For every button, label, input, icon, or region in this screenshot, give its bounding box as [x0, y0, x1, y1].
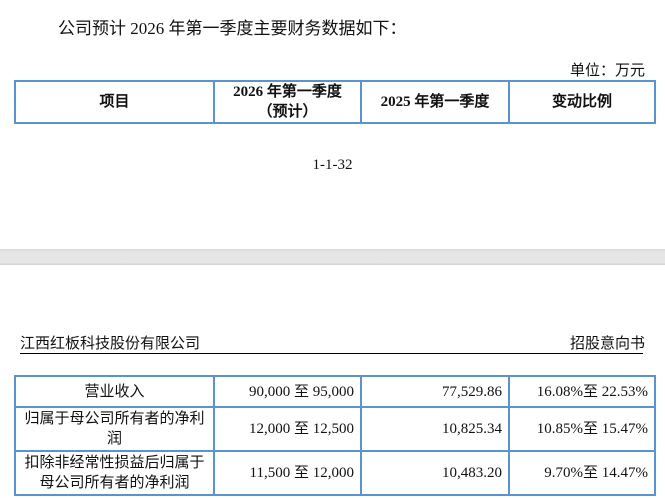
header-row: 项目 2026 年第一季度 （预计） 2025 年第一季度 变动比例: [14, 80, 656, 124]
header-forecast-line1: 2026 年第一季度: [233, 84, 342, 100]
intro-text: 公司预计 2026 年第一季度主要财务数据如下：: [58, 19, 407, 38]
unit-label: 单位：万元: [569, 63, 645, 79]
table-header: 项目 2026 年第一季度 （预计） 2025 年第一季度 变动比例: [14, 80, 656, 124]
row-forecast: 90,000 至 95,000: [213, 375, 362, 408]
header-rule: [20, 353, 643, 354]
row-prior: 77,529.86: [360, 375, 510, 408]
running-header-doctype: 招股意向书: [569, 336, 645, 352]
row-prior: 10,483.20: [360, 450, 510, 496]
financial-table: 营业收入 90,000 至 95,000 77,529.86 16.08%至 2…: [14, 375, 656, 496]
running-header-company: 江西红板科技股份有限公司: [20, 336, 201, 352]
row-change: 10.85%至 15.47%: [508, 406, 656, 452]
page-break: [0, 249, 665, 265]
row-forecast: 12,000 至 12,500: [213, 406, 362, 452]
table-row: 营业收入 90,000 至 95,000 77,529.86 16.08%至 2…: [14, 375, 656, 408]
header-forecast: 2026 年第一季度 （预计）: [213, 80, 362, 124]
header-change: 变动比例: [508, 80, 656, 124]
row-change: 16.08%至 22.53%: [508, 375, 656, 408]
row-item: 扣除非经常性损益后归属于母公司所有者的净利润: [14, 450, 215, 496]
header-prior: 2025 年第一季度: [360, 80, 510, 124]
row-change: 9.70%至 14.47%: [508, 450, 656, 496]
header-item: 项目: [14, 80, 215, 124]
row-forecast: 11,500 至 12,000: [213, 450, 362, 496]
page-number: 1-1-32: [312, 157, 353, 173]
table-row: 扣除非经常性损益后归属于母公司所有者的净利润 11,500 至 12,000 1…: [14, 450, 656, 496]
row-item: 归属于母公司所有者的净利润: [14, 406, 215, 452]
table-row: 归属于母公司所有者的净利润 12,000 至 12,500 10,825.34 …: [14, 406, 656, 452]
row-item: 营业收入: [14, 375, 215, 408]
header-forecast-line2: （预计）: [257, 104, 318, 120]
row-prior: 10,825.34: [360, 406, 510, 452]
